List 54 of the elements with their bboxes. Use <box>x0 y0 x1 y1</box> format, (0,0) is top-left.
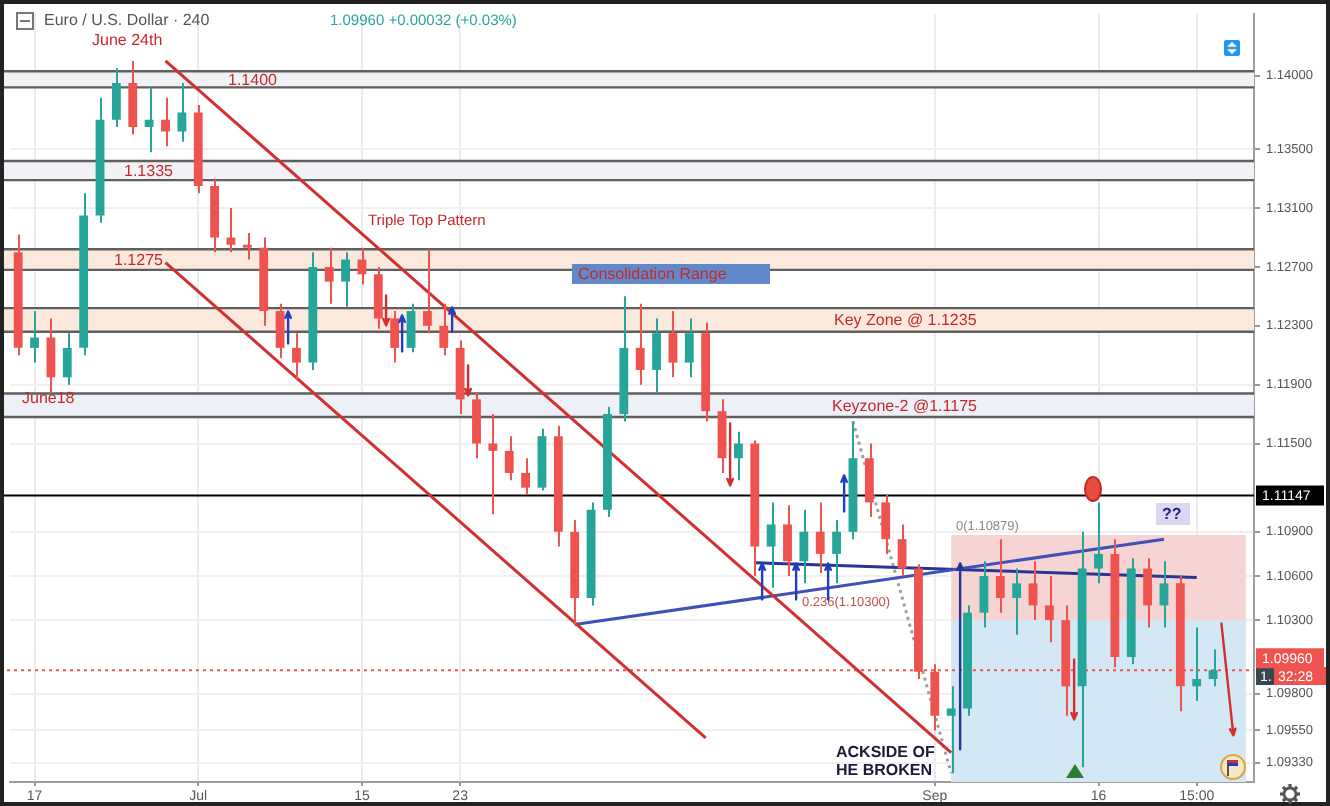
band-label: 1.1335 <box>124 161 175 180</box>
candlestick <box>226 207 236 254</box>
candlestick <box>717 398 727 474</box>
annotation: Consolidation Range <box>578 265 728 284</box>
candlestick <box>30 310 39 364</box>
annotation: ACKSIDE OF <box>836 743 935 762</box>
candlestick <box>635 302 645 386</box>
candlestick <box>1028 560 1038 622</box>
band-label: Key Zone @ 1.1235 <box>834 311 978 330</box>
candlestick <box>832 519 842 585</box>
candlestick <box>995 538 1005 614</box>
candlestick <box>1094 501 1103 585</box>
candlestick <box>897 523 907 577</box>
candlestick <box>1012 567 1022 636</box>
candlestick <box>652 317 661 394</box>
candlestick <box>815 501 825 575</box>
band-label: Keyzone-2 @1.1175 <box>832 396 979 415</box>
candlestick <box>864 442 874 519</box>
annotation: June 24th <box>92 31 163 50</box>
candlestick <box>979 560 989 629</box>
candlestick <box>1044 574 1054 644</box>
annotation: June18 <box>22 389 76 408</box>
candlestick <box>799 508 809 585</box>
candlestick <box>292 332 301 382</box>
candlestick <box>684 317 694 379</box>
candlestick <box>1208 648 1218 688</box>
candlestick <box>1192 626 1202 703</box>
candlestick <box>62 332 72 386</box>
band-label: 1.1275 <box>114 250 165 269</box>
candlestick <box>766 501 776 589</box>
candlestick <box>1143 557 1153 629</box>
band-label: 1.1400 <box>228 70 279 89</box>
candlestick <box>144 86 154 154</box>
candlestick <box>111 67 121 129</box>
candlestick <box>177 81 187 143</box>
candlestick <box>242 232 252 261</box>
candlestick <box>881 494 891 555</box>
chart-title: Euro / U.S. Dollar · 240 <box>44 11 211 30</box>
candlestick <box>341 251 350 308</box>
candlestick <box>422 248 432 335</box>
candlestick <box>1159 560 1169 629</box>
candlestick <box>324 246 334 305</box>
candlestick <box>128 59 138 136</box>
candlestick <box>783 504 792 577</box>
candlestick <box>733 430 743 482</box>
candlestick <box>488 413 498 516</box>
annotation: ?? <box>1162 505 1182 524</box>
candlestick <box>946 685 956 775</box>
candlestick <box>521 457 531 497</box>
annotation: HE BROKEN <box>836 761 933 780</box>
candlestick <box>668 310 678 379</box>
candlestick <box>161 96 170 148</box>
candlestick <box>472 391 481 460</box>
candlestick <box>504 435 514 482</box>
